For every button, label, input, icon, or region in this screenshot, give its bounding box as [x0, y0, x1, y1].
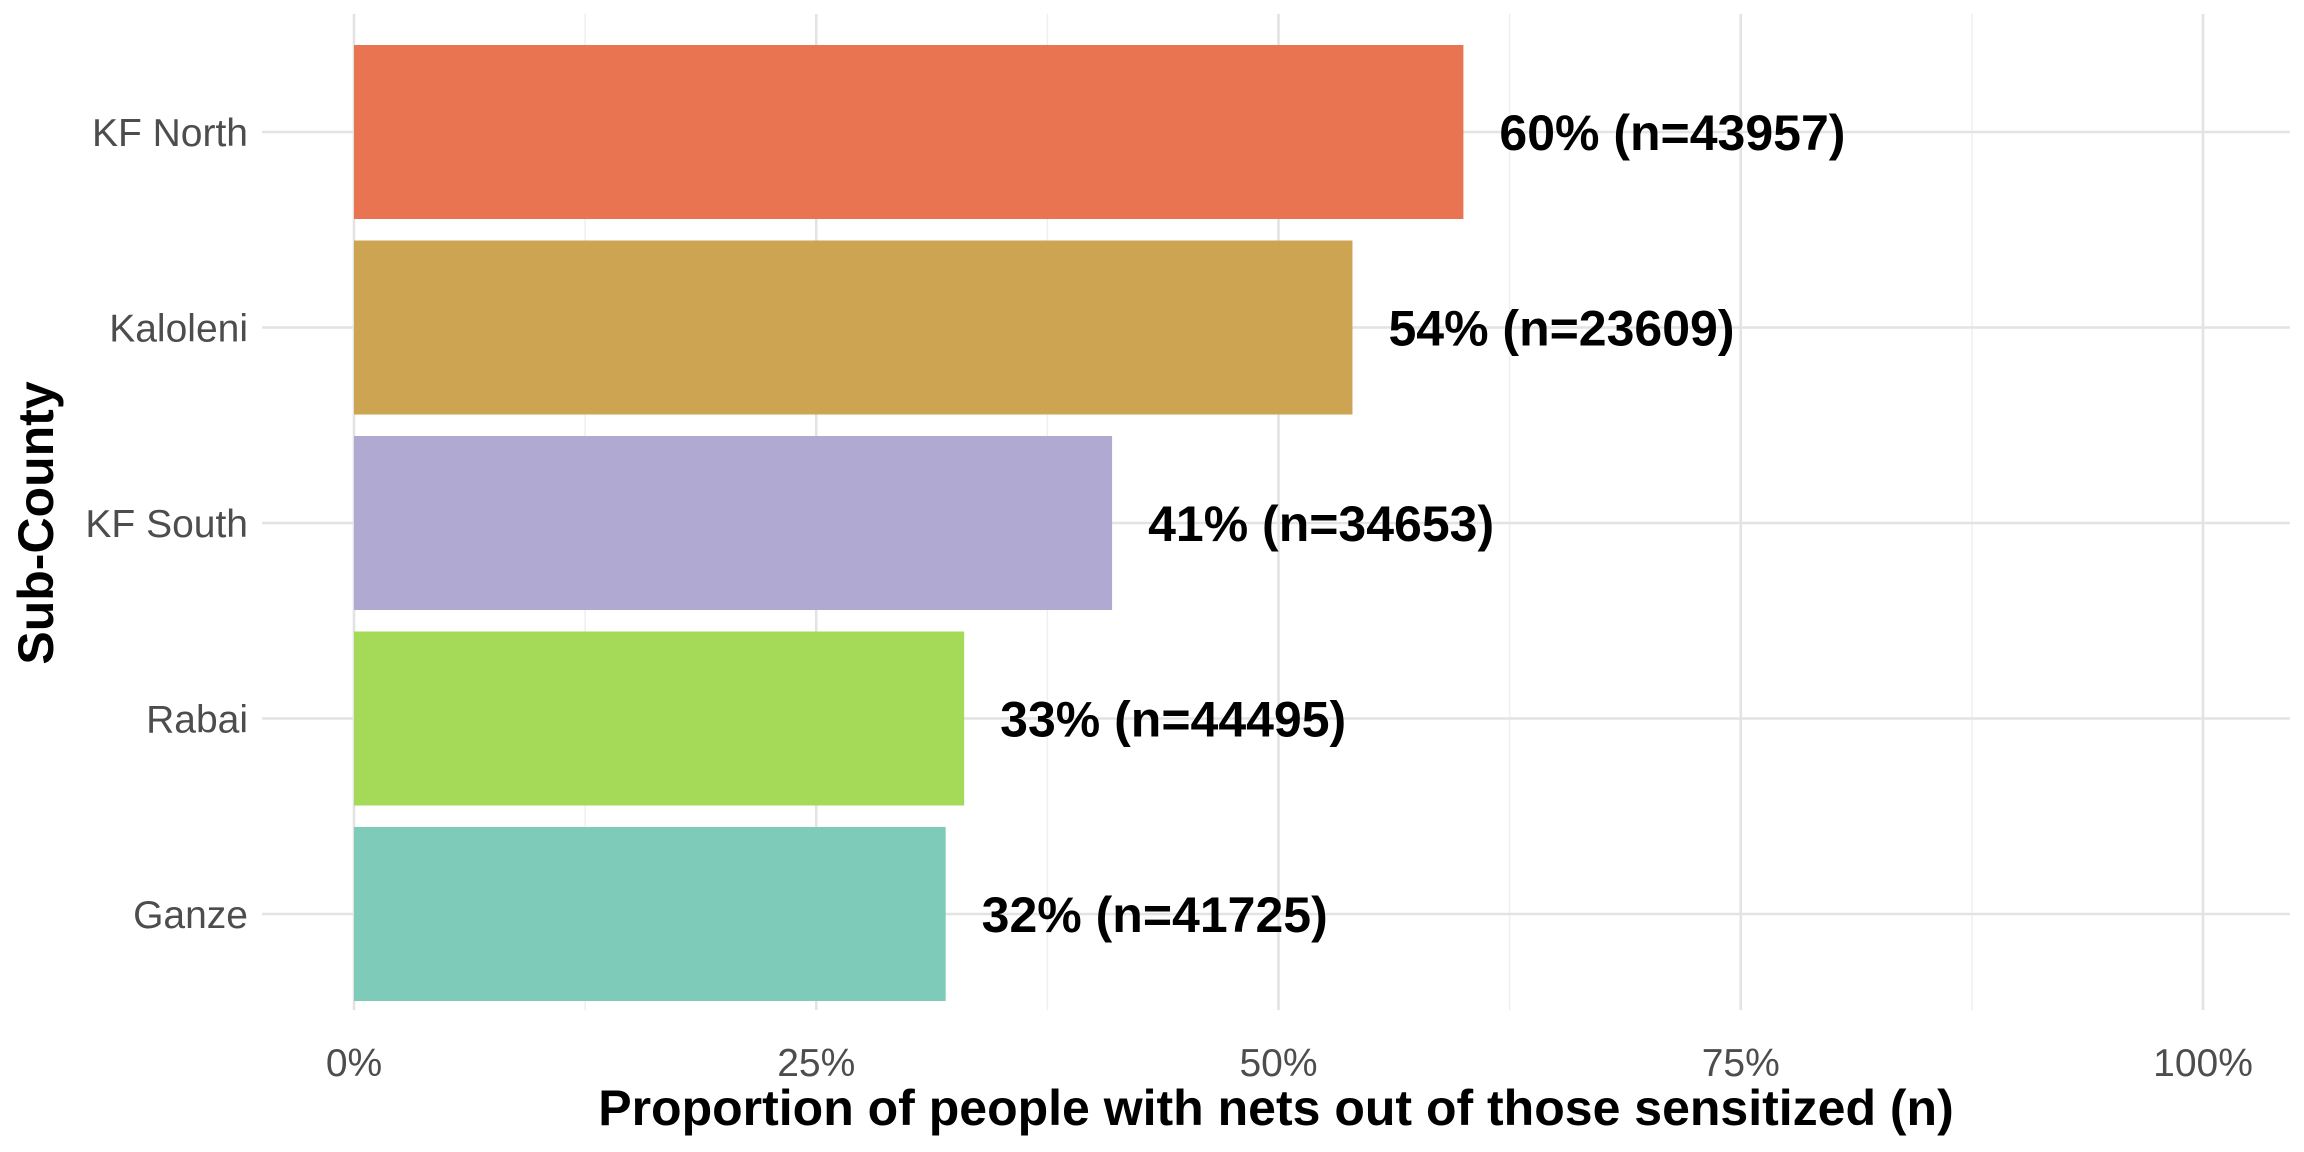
y-tick-label: Ganze	[133, 894, 248, 937]
y-tick-label: KF North	[92, 112, 248, 155]
x-axis-ticks: 0% 25% 50% 75% 100%	[326, 1042, 2253, 1085]
x-tick-label: 50%	[1239, 1042, 1317, 1085]
data-label: 32% (n=41725)	[982, 887, 1328, 943]
bar	[354, 827, 946, 1001]
data-label: 54% (n=23609)	[1388, 301, 1734, 357]
bar	[354, 45, 1464, 219]
x-axis-title: Proportion of people with nets out of th…	[598, 1080, 1954, 1136]
x-tick-label: 75%	[1702, 1042, 1780, 1085]
data-label: 60% (n=43957)	[1499, 105, 1845, 161]
y-tick-label: KF South	[85, 503, 248, 546]
x-tick-label: 0%	[326, 1042, 382, 1085]
y-axis-title: Sub-County	[8, 381, 64, 664]
bars	[354, 45, 1464, 1001]
y-tick-label: Kaloleni	[109, 308, 248, 351]
bar	[354, 240, 1353, 415]
data-labels: 60% (n=43957) 54% (n=23609) 41% (n=34653) 3…	[982, 105, 1846, 943]
y-axis-ticks: KF North Kaloleni KF South Rabai Ganze	[85, 112, 248, 937]
data-label: 33% (n=44495)	[1000, 692, 1346, 748]
bar	[354, 436, 1113, 610]
y-tick-label: Rabai	[146, 699, 248, 742]
data-label: 41% (n=34653)	[1148, 496, 1494, 552]
bar	[354, 631, 965, 806]
x-tick-label: 25%	[777, 1042, 855, 1085]
x-tick-label: 100%	[2153, 1042, 2253, 1085]
